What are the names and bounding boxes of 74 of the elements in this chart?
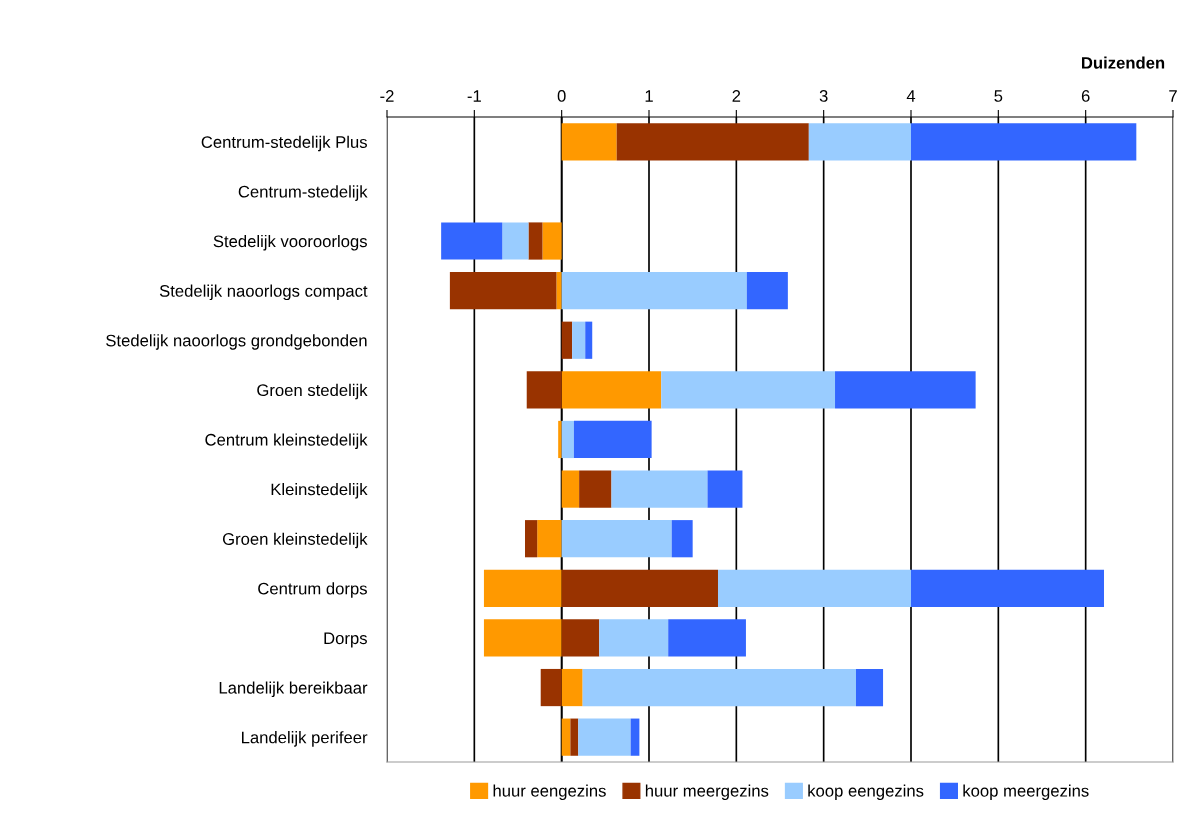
bar — [537, 520, 562, 558]
y-tick-label: Centrum-stedelijk — [238, 185, 368, 201]
bar — [570, 718, 579, 756]
y-tick-label: Stedelijk naoorlogs compact — [159, 284, 368, 301]
legend-label: koop eengezins — [808, 784, 924, 801]
bar — [585, 321, 593, 359]
x-tick-label: -2 — [380, 90, 394, 102]
bar — [561, 619, 600, 657]
y-tick-label: Centrum dorps — [258, 582, 367, 598]
bar — [526, 371, 562, 409]
legend-label: huur meergezins — [645, 784, 769, 801]
x-tick-label: 2 — [732, 90, 741, 102]
y-tick-label: Landelijk bereikbaar — [219, 681, 368, 698]
bar — [616, 123, 809, 161]
y-tick-label: Kleinstedelijk — [271, 483, 368, 499]
bar — [561, 123, 617, 161]
bar — [561, 420, 574, 459]
x-tick-label: 7 — [1169, 90, 1177, 102]
bar — [717, 569, 911, 607]
bar — [449, 272, 557, 310]
y-tick-label: Landelijk perifeer — [242, 731, 368, 747]
bar — [561, 321, 573, 359]
y-tick-label: Stedelijk naoorlogs grondgebonden — [106, 334, 367, 350]
bar — [561, 470, 580, 508]
bar — [483, 569, 562, 607]
bar — [502, 222, 529, 260]
bar — [556, 272, 562, 310]
bar — [561, 520, 672, 558]
bar — [661, 371, 836, 409]
x-tick-label: 1 — [645, 90, 653, 102]
bar — [707, 470, 743, 508]
bar — [668, 619, 746, 657]
bar — [671, 520, 693, 558]
x-tick-label: 4 — [906, 90, 916, 102]
bar — [561, 569, 718, 607]
x-axis-title: Duizenden — [1082, 56, 1165, 69]
x-tick-label: 3 — [819, 90, 828, 102]
y-tick-label: Dorps — [324, 632, 367, 648]
bar — [540, 668, 562, 707]
bar — [611, 470, 708, 508]
bar — [441, 222, 503, 260]
bar — [578, 718, 631, 756]
bar — [835, 371, 976, 409]
legend-label: huur eengezins — [493, 784, 606, 801]
y-tick-label: Stedelijk vooroorlogs — [213, 234, 367, 251]
bar — [911, 123, 1137, 161]
bar — [630, 718, 640, 756]
bar — [911, 569, 1105, 607]
bar — [558, 420, 562, 459]
x-tick-label: 5 — [994, 90, 1003, 102]
bar — [561, 371, 662, 409]
bar — [599, 619, 669, 657]
x-tick-label: 6 — [1081, 90, 1090, 102]
bar — [808, 123, 911, 161]
y-tick-label: Centrum kleinstedelijk — [205, 433, 368, 449]
bar — [528, 222, 543, 260]
bar — [579, 470, 612, 508]
x-tick-label: -1 — [467, 90, 481, 102]
bar — [542, 222, 562, 260]
bar — [561, 718, 571, 756]
y-tick-label: Centrum-stedelijk Plus — [201, 135, 367, 152]
bar — [746, 272, 788, 310]
bar — [483, 619, 562, 657]
bar — [561, 668, 583, 707]
legend-label: koop meergezins — [963, 784, 1089, 801]
x-tick-label: 0 — [557, 90, 566, 102]
bar — [524, 520, 538, 558]
bar — [561, 272, 747, 310]
bar — [582, 668, 856, 707]
bar — [855, 668, 884, 707]
y-tick-label: Groen stedelijk — [257, 383, 368, 400]
bar — [573, 420, 652, 459]
bar — [572, 321, 586, 359]
y-tick-label: Groen kleinstedelijk — [222, 532, 368, 549]
